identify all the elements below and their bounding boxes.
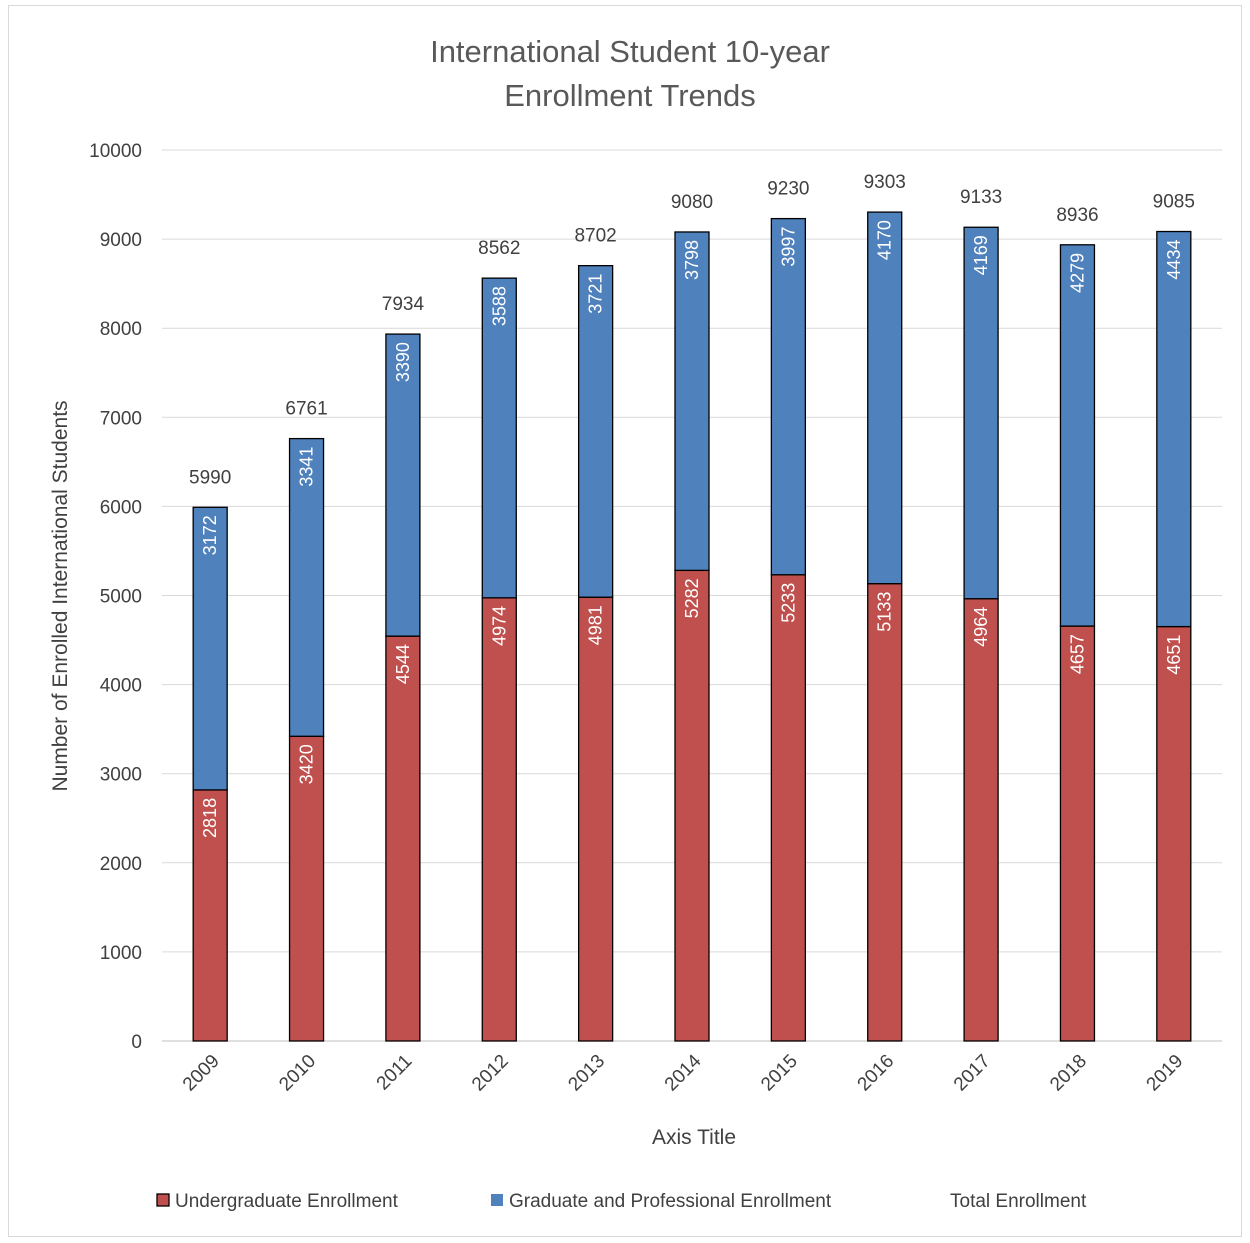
y-tick-label: 4000 (100, 676, 142, 697)
total-value-label: 7934 (382, 294, 425, 315)
undergraduate-value-label: 2818 (200, 798, 220, 838)
undergraduate-value-label: 5133 (875, 592, 895, 632)
graduate-value-label: 3390 (393, 342, 413, 382)
graduate-value-label: 3997 (778, 227, 798, 267)
chart-title: International Student 10-year Enrollment… (430, 34, 830, 113)
total-value-label: 9133 (960, 187, 1002, 208)
bar-undergraduate (963, 598, 999, 1042)
graduate-value-label: 4169 (971, 235, 991, 275)
total-value-label: 5990 (189, 467, 231, 488)
legend-label: Graduate and Professional Enrollment (509, 1191, 832, 1212)
total-value-label: 9085 (1153, 192, 1195, 213)
legend-label: Total Enrollment (950, 1191, 1087, 1212)
total-value-label: 9080 (671, 192, 713, 213)
bar-undergraduate (481, 597, 517, 1042)
bar-undergraduate (770, 574, 807, 1042)
undergraduate-value-label: 4651 (1164, 635, 1184, 675)
legend: Undergraduate Enrollment Graduate and Pro… (156, 1191, 1087, 1212)
graduate-value-label: 4279 (1067, 253, 1087, 293)
chart-title-line-1: International Student 10-year (430, 34, 830, 69)
total-value-label: 8936 (1056, 205, 1098, 226)
bar-undergraduate (867, 582, 903, 1042)
bars: 2818 3172 5990 3420 3341 6761 4544 3390 7934 4974… (189, 172, 1195, 1042)
graduate-value-label: 3172 (200, 515, 220, 555)
bar-undergraduate (577, 596, 614, 1042)
total-value-label: 8702 (574, 226, 616, 247)
x-tick-label: 2014 (661, 1050, 706, 1095)
chart-title-line-2: Enrollment Trends (504, 78, 756, 113)
x-tick-label: 2019 (1143, 1051, 1188, 1096)
x-tick-label: 2018 (1046, 1051, 1091, 1096)
legend-swatch (491, 1194, 503, 1206)
undergraduate-value-label: 4544 (393, 644, 413, 684)
y-axis-title: Number of Enrolled International Student… (49, 400, 72, 791)
x-tick-label: 2016 (854, 1051, 899, 1096)
graduate-value-label: 3588 (489, 286, 509, 326)
bar-graduate (1059, 244, 1096, 627)
x-tick-label: 2009 (179, 1051, 224, 1096)
legend-item: Graduate and Professional Enrollment (491, 1191, 832, 1212)
bar-undergraduate (674, 569, 710, 1042)
y-axis-ticks: 0 1000 2000 3000 4000 5000 6000 7000 8000 9000 100… (89, 141, 142, 1053)
bar-graduate (577, 265, 614, 598)
bar-undergraduate (1059, 625, 1096, 1042)
bar-graduate (288, 437, 325, 737)
bar-undergraduate (192, 789, 228, 1042)
x-tick-label: 2012 (468, 1051, 513, 1096)
bar-graduate (1156, 230, 1192, 628)
bar-graduate (867, 211, 903, 585)
graduate-value-label: 3798 (682, 240, 702, 280)
x-axis-ticks: 2009 2010 2011 2012 2013 2014 2015 2016 2017 2018… (179, 1050, 1187, 1095)
y-tick-label: 2000 (100, 854, 142, 875)
legend-item: Undergraduate Enrollment (156, 1191, 399, 1212)
y-tick-label: 5000 (100, 587, 142, 608)
bar-graduate (770, 217, 807, 576)
y-tick-label: 10000 (89, 141, 142, 162)
total-value-label: 8562 (478, 238, 520, 259)
y-tick-label: 0 (131, 1032, 142, 1053)
total-value-label: 9303 (864, 172, 906, 193)
bar-graduate (963, 226, 999, 600)
total-value-label: 6761 (285, 399, 327, 420)
legend-item: Total Enrollment (950, 1191, 1087, 1212)
undergraduate-value-label: 5233 (778, 583, 798, 623)
graduate-value-label: 4434 (1164, 240, 1184, 280)
y-tick-label: 9000 (100, 230, 142, 251)
x-tick-label: 2017 (950, 1051, 995, 1096)
graduate-value-label: 3341 (297, 447, 317, 487)
undergraduate-value-label: 3420 (297, 744, 317, 784)
legend-swatch (156, 1193, 170, 1207)
bar-graduate (385, 333, 421, 637)
y-tick-label: 7000 (100, 408, 142, 429)
bar-undergraduate (1156, 625, 1192, 1042)
x-tick-label: 2015 (757, 1051, 802, 1096)
graduate-value-label: 3721 (586, 274, 606, 314)
total-value-label: 9230 (767, 179, 809, 200)
y-tick-label: 1000 (100, 943, 142, 964)
bar-undergraduate (385, 635, 421, 1042)
undergraduate-value-label: 4981 (586, 605, 606, 645)
y-tick-label: 3000 (100, 765, 142, 786)
x-tick-label: 2010 (275, 1051, 320, 1096)
x-axis-title: Axis Title (652, 1126, 736, 1149)
undergraduate-value-label: 4657 (1067, 634, 1087, 674)
y-tick-label: 6000 (100, 497, 142, 518)
bar-graduate (192, 506, 228, 791)
x-tick-label: 2011 (373, 1051, 417, 1095)
y-tick-label: 8000 (100, 319, 142, 340)
bar-graduate (481, 277, 517, 599)
bar-undergraduate (288, 735, 325, 1042)
graduate-value-label: 4170 (875, 220, 895, 260)
undergraduate-value-label: 4974 (489, 606, 509, 646)
undergraduate-value-label: 4964 (971, 607, 991, 647)
bar-graduate (674, 231, 710, 572)
undergraduate-value-label: 5282 (682, 578, 702, 618)
x-tick-label: 2013 (564, 1051, 609, 1096)
legend-label: Undergraduate Enrollment (175, 1191, 399, 1212)
